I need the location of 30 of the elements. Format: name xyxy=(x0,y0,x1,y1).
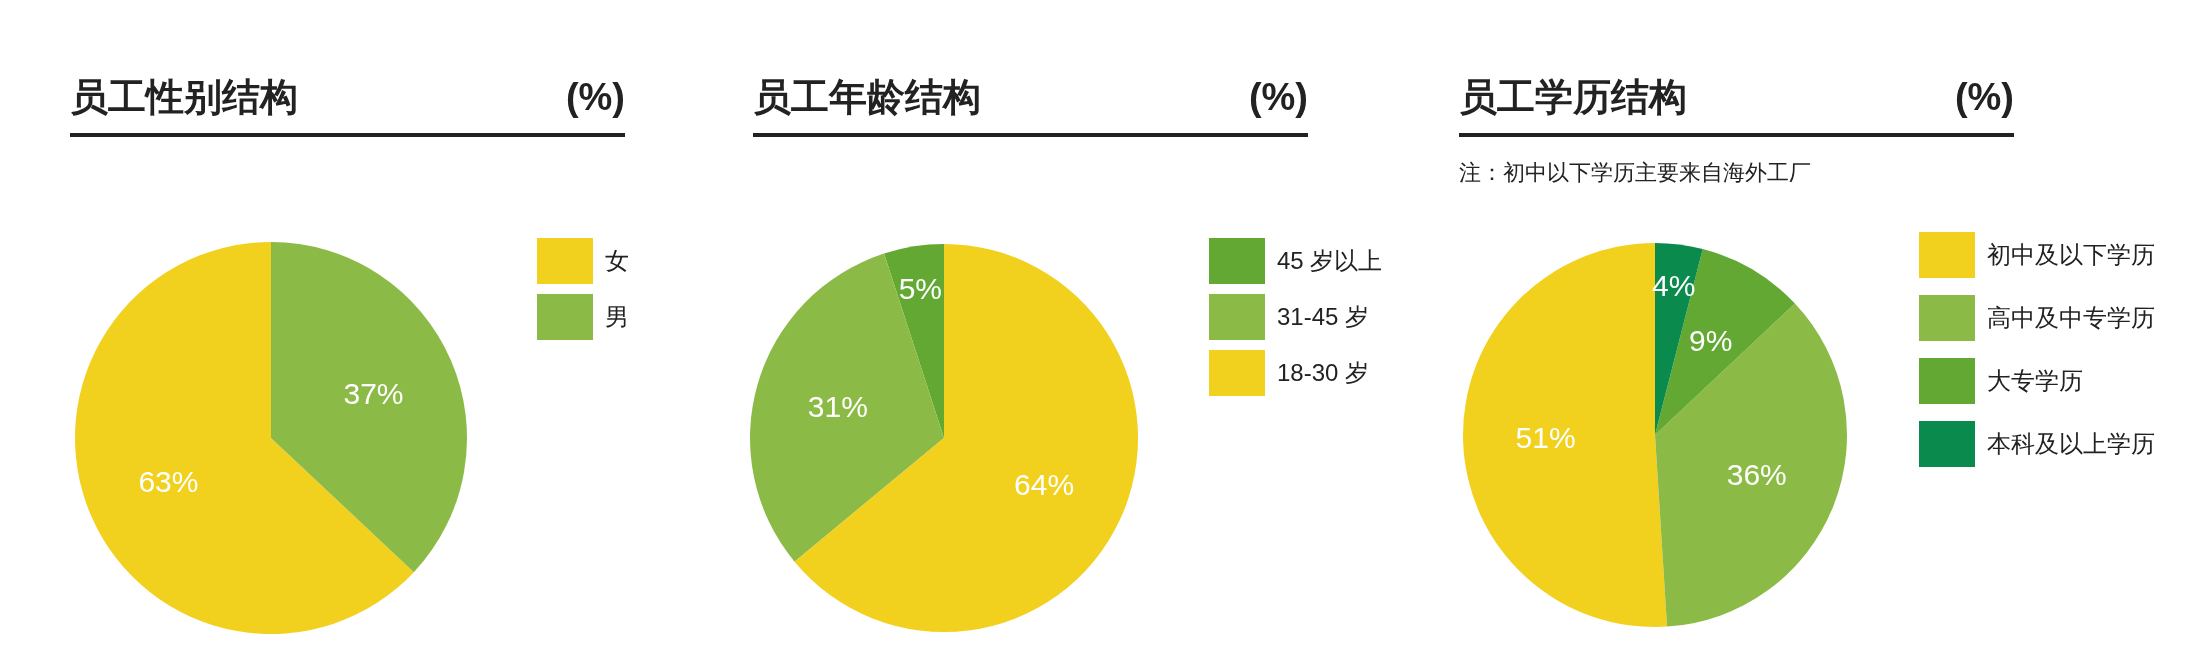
chart-subtitle: (%) xyxy=(565,76,625,118)
legend-label: 高中及中专学历 xyxy=(1987,304,2155,331)
legend-label: 大专学历 xyxy=(1987,367,2083,394)
data-label: 37% xyxy=(343,376,404,410)
pie-slice xyxy=(794,244,1138,632)
chart-title: 员工年龄结构 xyxy=(753,76,981,118)
data-label: 64% xyxy=(1014,468,1075,502)
chart-subtitle: (%) xyxy=(1248,76,1308,118)
legend-label: 本科及以上学历 xyxy=(1987,430,2155,457)
legend-label: 45 岁以上 xyxy=(1277,247,1383,274)
pie-slice xyxy=(750,253,944,562)
data-label: 36% xyxy=(1726,458,1787,492)
pie-slice xyxy=(1655,303,1847,627)
chart-title: 员工性别结构 xyxy=(70,76,298,118)
data-label: 5% xyxy=(898,271,943,305)
data-label: 9% xyxy=(1689,323,1733,357)
pie-slice xyxy=(75,242,414,634)
legend-label: 初中及以下学历 xyxy=(1987,241,2155,268)
chart-subtitle: (%) xyxy=(1954,76,2014,118)
legend-label: 31-45 岁 xyxy=(1277,303,1370,330)
data-label: 31% xyxy=(807,390,868,424)
text: 注：初中以下学历主要来自海外工厂 xyxy=(1459,160,1811,185)
legend-label: 18-30 岁 xyxy=(1277,359,1370,386)
chart-title: 员工学历结构 xyxy=(1459,76,1687,118)
legend-label: 女 xyxy=(605,247,629,274)
data-label: 51% xyxy=(1515,421,1576,455)
data-label: 63% xyxy=(138,465,199,499)
pie-slice xyxy=(884,244,944,438)
legend-label: 男 xyxy=(605,303,629,330)
pie-slice xyxy=(271,242,467,573)
